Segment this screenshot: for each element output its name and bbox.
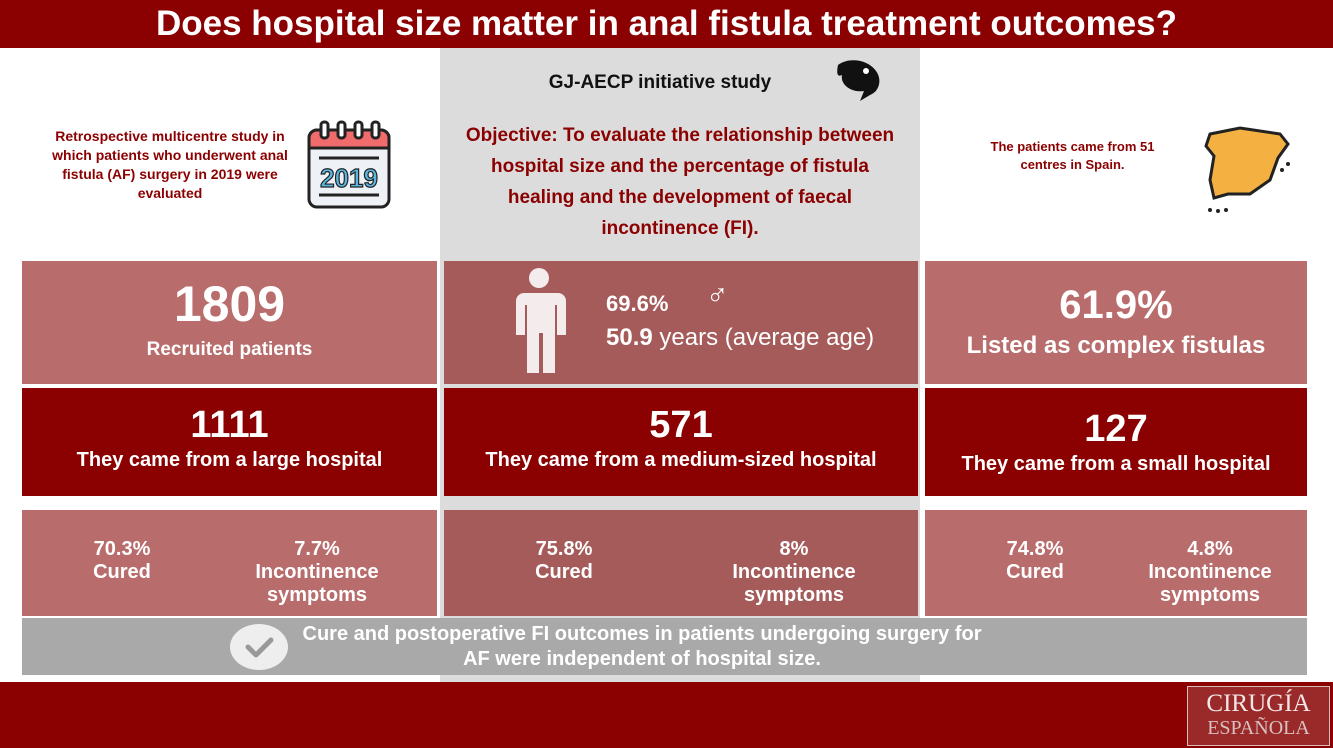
incontinence-label: Incontinence symptoms [732,561,856,606]
cured-value: 75.8% [535,538,593,560]
bird-logo-icon [830,55,890,105]
centres-text: The patients came from 51 centres in Spa… [990,139,1155,172]
cirugia-espanola-logo: CIRUGÍA ESPAÑOLA [1187,686,1330,746]
page-title: Does hospital size matter in anal fistul… [0,0,1333,48]
incontinence-value: 8% [779,538,809,560]
calendar-year: 2019 [320,163,378,193]
demographics-panel: 69.6% ♂ 50.9 years (average age) [444,261,918,384]
person-icon [506,267,572,373]
medium-hospital-outcomes: 75.8% Cured 8% Incontinence symptoms [444,510,918,616]
footer-bar [0,682,1333,748]
cured-value: 74.8% [1006,538,1064,560]
cured-value: 70.3% [93,538,151,560]
medium-hospital-count: 571 [649,404,713,446]
large-hospital-outcomes: 70.3% Cured 7.7% Incontinence symptoms [22,510,437,616]
large-hospital-count: 1111 [190,404,269,446]
medium-hospital-label: They came from a medium-sized hospital [485,449,877,471]
complex-percentage: 61.9% [1059,283,1173,327]
incontinence-value: 4.8% [1187,538,1233,560]
medium-hospital-panel: 571 They came from a medium-sized hospit… [444,388,918,496]
patients-label: Recruited patients [146,339,313,360]
male-symbol-icon: ♂ [706,279,729,312]
conclusion-text: Cure and postoperative FI outcomes in pa… [302,623,982,670]
large-hospital-label: They came from a large hospital [76,449,383,471]
cured-label: Cured [535,561,593,583]
small-hospital-label: They came from a small hospital [961,453,1271,475]
small-hospital-panel: 127 They came from a small hospital [925,388,1307,496]
large-hospital-panel: 1111 They came from a large hospital [22,388,437,496]
patients-count: 1809 [173,276,286,332]
calendar-icon: 2019 [307,120,391,210]
age-label: years (average age) [659,324,875,351]
complex-label: Listed as complex fistulas [966,332,1266,359]
small-hospital-count: 127 [1084,408,1148,450]
study-name: GJ-AECP initiative study [548,72,772,93]
recruited-patients-panel: 1809 Recruited patients [22,261,437,384]
checkmark-icon [230,624,288,670]
logo-line2: ESPAÑOLA [1207,717,1310,739]
logo-line1: CIRUGÍA [1206,690,1311,717]
incontinence-value: 7.7% [294,538,340,560]
cured-label: Cured [93,561,151,583]
study-description: Retrospective multicentre study in which… [52,128,288,201]
spain-map-icon [1200,122,1300,217]
conclusion-banner: Cure and postoperative FI outcomes in pa… [22,618,1307,675]
average-age: 50.9 [606,324,653,351]
objective-text: Objective: To evaluate the relationship … [465,125,895,239]
small-hospital-outcomes: 74.8% Cured 4.8% Incontinence symptoms [925,510,1307,616]
male-percentage: 69.6% [606,291,669,316]
incontinence-label: Incontinence symptoms [255,561,379,606]
complex-fistulas-panel: 61.9% Listed as complex fistulas [925,261,1307,384]
incontinence-label: Incontinence symptoms [1148,561,1272,606]
cured-label: Cured [1006,561,1064,583]
